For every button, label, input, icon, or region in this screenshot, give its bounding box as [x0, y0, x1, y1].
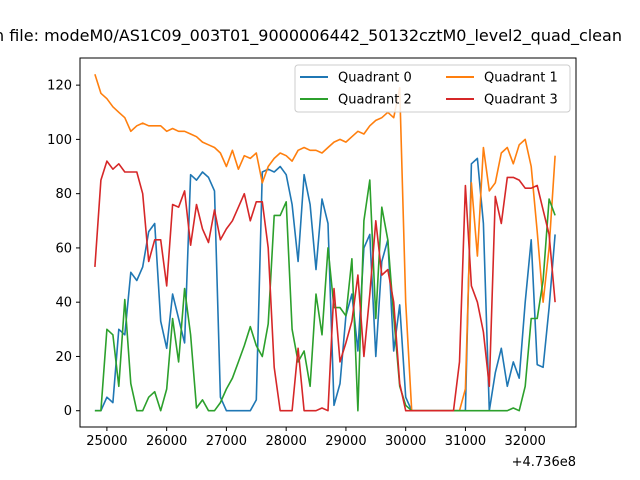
- legend: Quadrant 0 Quadrant 1 Quadrant 2 Quadrant 3: [294, 64, 571, 113]
- y-tick-label: 120: [47, 79, 72, 94]
- y-tick-label: 60: [55, 241, 72, 256]
- legend-label-quadrant-2: Quadrant 2: [338, 93, 412, 108]
- x-axis: 25000 26000 27000 28000 29000 30000 31000 32000: [86, 427, 546, 449]
- chart-title: n file: modeM0/AS1C09_003T01_9000006442_…: [0, 26, 622, 46]
- x-axis-offset-label: +4.736e8: [512, 455, 576, 470]
- plot-area: 25000 26000 27000 28000 29000 30000 31000 32000…: [47, 57, 577, 470]
- series-layer: [94, 74, 556, 412]
- y-tick-label: 100: [47, 133, 72, 148]
- y-axis: 0 20 40 60 80 100 120: [47, 79, 80, 419]
- legend-items: Quadrant 0 Quadrant 1 Quadrant 2 Quadrant 3: [300, 71, 558, 108]
- legend-label-quadrant-1: Quadrant 1: [484, 71, 558, 86]
- legend-label-quadrant-3: Quadrant 3: [484, 93, 558, 108]
- x-tick-label: 31000: [445, 434, 486, 449]
- x-tick-label: 32000: [505, 434, 546, 449]
- series-line-quadrant-0: [94, 157, 556, 412]
- x-tick-label: 30000: [385, 434, 426, 449]
- x-tick-label: 29000: [325, 434, 366, 449]
- series-line-quadrant-3: [94, 160, 556, 412]
- axes-frame: [79, 57, 577, 428]
- y-tick-label: 20: [55, 350, 72, 365]
- legend-label-quadrant-0: Quadrant 0: [338, 71, 412, 86]
- x-tick-label: 25000: [86, 434, 127, 449]
- x-tick-label: 27000: [206, 434, 247, 449]
- y-tick-label: 40: [55, 296, 72, 311]
- legend-box: [294, 64, 571, 113]
- y-tick-label: 0: [64, 404, 72, 419]
- x-tick-label: 26000: [146, 434, 187, 449]
- y-tick-label: 80: [55, 187, 72, 202]
- series-line-quadrant-1: [94, 74, 556, 412]
- series-line-quadrant-2: [94, 179, 556, 412]
- x-tick-label: 28000: [265, 434, 306, 449]
